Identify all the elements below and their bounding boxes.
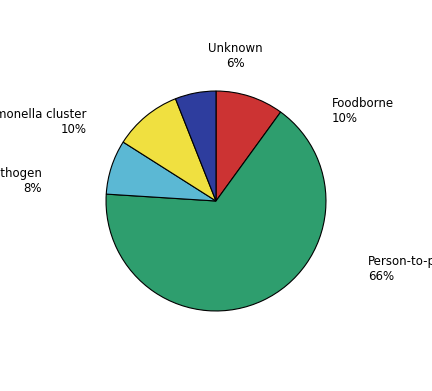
- Wedge shape: [216, 91, 281, 201]
- Text: Unknown
6%: Unknown 6%: [209, 42, 263, 70]
- Wedge shape: [106, 142, 216, 201]
- Text: Other pathogen
8%: Other pathogen 8%: [0, 167, 42, 195]
- Wedge shape: [123, 99, 216, 201]
- Text: Foodborne
10%: Foodborne 10%: [331, 97, 394, 125]
- Text: Person-to-person
66%: Person-to-person 66%: [368, 255, 432, 283]
- Wedge shape: [106, 112, 326, 311]
- Wedge shape: [175, 91, 216, 201]
- Text: Salmonella cluster
10%: Salmonella cluster 10%: [0, 108, 86, 136]
